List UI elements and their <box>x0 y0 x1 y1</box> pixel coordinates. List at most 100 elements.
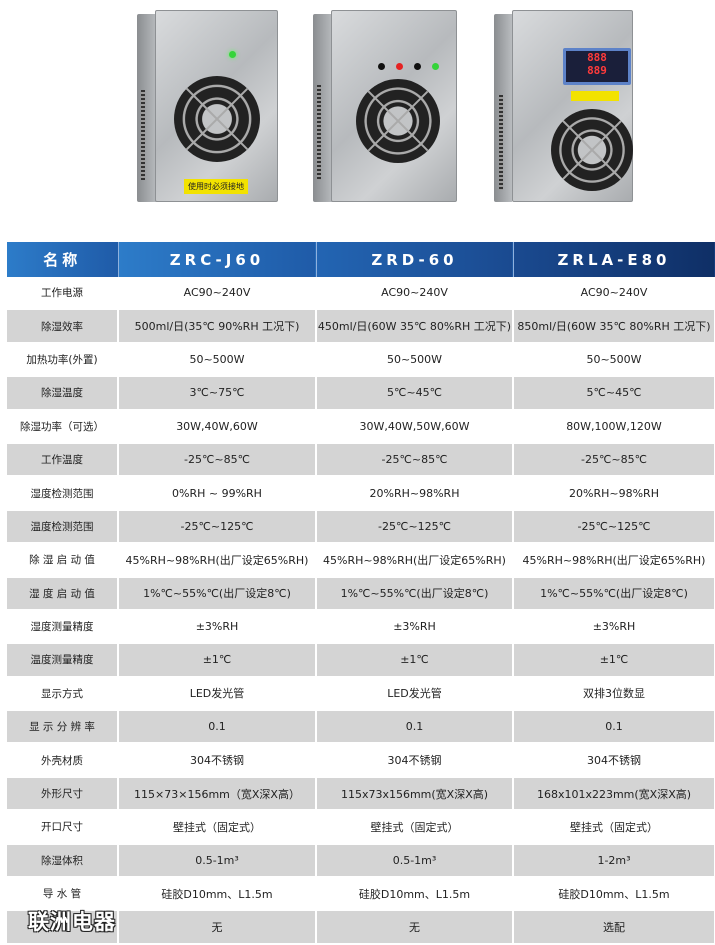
table-row: 湿度测量精度 ±3%RH ±3%RH ±3%RH <box>7 609 715 645</box>
power-led-icon <box>229 51 236 58</box>
row-label: 湿度测量精度 <box>7 609 119 645</box>
cell-value: 850ml/日(60W 35℃ 80%RH 工况下) <box>513 309 715 344</box>
product-images: 使用时必须接地 888 889 <box>0 0 715 242</box>
row-label: 显示方式 <box>7 676 119 712</box>
indicator-led-icon <box>432 63 439 70</box>
cell-value: ±3%RH <box>316 609 514 645</box>
cell-value: 115x73x156mm(宽X深X高) <box>316 776 514 812</box>
cell-value: 0.1 <box>316 710 514 745</box>
cell-value: 304不锈钢 <box>118 743 317 778</box>
cell-value: 45%RH~98%RH(出厂设定65%RH) <box>316 543 514 578</box>
cell-value: 115×73×156mm（宽X深X高） <box>118 776 317 812</box>
cell-value: 20%RH~98%RH <box>316 476 514 511</box>
cell-value: 304不锈钢 <box>316 743 514 778</box>
cell-value: AC90~240V <box>316 277 514 311</box>
cell-value: AC90~240V <box>118 277 317 311</box>
row-label: 加热功率(外置) <box>7 342 119 378</box>
row-label: 外形尺寸 <box>7 776 119 812</box>
table-row: 工作温度 -25℃~85℃ -25℃~85℃ -25℃~85℃ <box>7 442 715 478</box>
cell-value: -25℃~125℃ <box>118 509 317 545</box>
row-label: 除湿体积 <box>7 843 119 879</box>
table-row: 工作电源 AC90~240V AC90~240V AC90~240V <box>7 277 715 311</box>
fan-grille-icon <box>551 109 633 191</box>
cell-value: ±1℃ <box>316 643 514 678</box>
cell-value: 无 <box>316 910 514 945</box>
cell-value: 双排3位数显 <box>513 676 715 712</box>
table-row: 导 水 管硅胶D10mm、L1.5m 硅胶D10mm、L1.5m 硅胶D10mm、L… <box>7 877 715 912</box>
cell-value: 20%RH~98%RH <box>513 476 715 511</box>
table-row: 外壳材质 304不锈钢 304不锈钢 304不锈钢 <box>7 743 715 778</box>
row-label: 工作电源 <box>7 277 119 311</box>
cell-value: -25℃~125℃ <box>513 509 715 545</box>
digital-display: 888 889 <box>563 48 631 85</box>
table-header: 名称 ZRC-J60 ZRD-60 ZRLA-E80 <box>7 242 715 277</box>
header-model: ZRD-60 <box>316 242 514 277</box>
row-label: 温度测量精度 <box>7 643 119 678</box>
table-row: 温度检测范围 -25℃~125℃ -25℃~125℃ -25℃~125℃ <box>7 509 715 545</box>
cell-value: 0.1 <box>513 710 715 745</box>
cell-value: 1%℃~55%℃(出厂设定8℃) <box>316 576 514 611</box>
table-row: 显示方式 LED发光管 LED发光管 双排3位数显 <box>7 676 715 712</box>
row-label: 除湿效率 <box>7 309 119 344</box>
header-model: ZRLA-E80 <box>513 242 715 277</box>
cell-value: LED发光管 <box>118 676 317 712</box>
cell-value: LED发光管 <box>316 676 514 712</box>
cell-value: 50~500W <box>316 342 514 378</box>
table-row: 湿度检测范围 0%RH ~ 99%RH 20%RH~98%RH 20%RH~98%RH <box>7 476 715 511</box>
product-image-zrla-e80: 888 889 <box>494 10 633 202</box>
header-model: ZRC-J60 <box>118 242 317 277</box>
cell-value: 50~500W <box>118 342 317 378</box>
cell-value: 壁挂式（固定式） <box>316 810 514 845</box>
table-row: 外形尺寸 115×73×156mm（宽X深X高） 115x73x156mm(宽X深X… <box>7 776 715 812</box>
cell-value: 30W,40W,50W,60W <box>316 409 514 444</box>
indicator-led-icon <box>396 63 403 70</box>
product-image-zrd-60 <box>313 10 457 202</box>
table-row: 除 湿 启 动 值 45%RH~98%RH(出厂设定65%RH) 45%RH~98%… <box>7 543 715 578</box>
cell-value: 无 <box>118 910 317 945</box>
cell-value: 450ml/日(60W 35℃ 80%RH 工况下) <box>316 309 514 344</box>
cell-value: 0.5-1m³ <box>118 843 317 879</box>
row-label: 导 水 管 <box>7 877 119 912</box>
row-label: 显 示 分 辨 率 <box>7 710 119 745</box>
cell-value: 壁挂式（固定式） <box>513 810 715 845</box>
watermark: 联洲电器 <box>28 910 116 934</box>
cell-value: 0.5-1m³ <box>316 843 514 879</box>
product-image-zrc-j60: 使用时必须接地 <box>137 10 278 202</box>
cell-value: 1-2m³ <box>513 843 715 879</box>
row-label: 除湿功率（可选） <box>7 409 119 444</box>
cell-value: 硅胶D10mm、L1.5m <box>513 877 715 912</box>
spec-comparison-table: 名称 ZRC-J60 ZRD-60 ZRLA-E80 工作电源 AC90~240V… <box>7 242 715 945</box>
table-row: 除湿体积 0.5-1m³ 0.5-1m³ 1-2m³ <box>7 843 715 879</box>
table-row: 加热功率(外置) 50~500W 50~500W 50~500W <box>7 342 715 378</box>
cell-value: 50~500W <box>513 342 715 378</box>
warning-label <box>571 91 619 101</box>
table-row: 开口尺寸 壁挂式（固定式） 壁挂式（固定式） 壁挂式（固定式） <box>7 810 715 845</box>
cell-value: ±1℃ <box>118 643 317 678</box>
cell-value: ±3%RH <box>118 609 317 645</box>
cell-value: 1%℃~55%℃(出厂设定8℃) <box>513 576 715 611</box>
cell-value: 304不锈钢 <box>513 743 715 778</box>
cell-value: 选配 <box>513 910 715 945</box>
cell-value: 5℃~45℃ <box>513 376 715 411</box>
cell-value: -25℃~85℃ <box>118 442 317 478</box>
cell-value: 3℃~75℃ <box>118 376 317 411</box>
table-row: 显 示 分 辨 率 0.1 0.1 0.1 <box>7 710 715 745</box>
row-label: 除湿温度 <box>7 376 119 411</box>
ground-warning-label: 使用时必须接地 <box>184 179 248 194</box>
cell-value: -25℃~85℃ <box>513 442 715 478</box>
indicator-led-icon <box>378 63 385 70</box>
cell-value: AC90~240V <box>513 277 715 311</box>
row-label: 工作温度 <box>7 442 119 478</box>
row-label <box>7 910 119 945</box>
cell-value: 168x101x223mm(宽X深X高) <box>513 776 715 812</box>
cell-value: 45%RH~98%RH(出厂设定65%RH) <box>118 543 317 578</box>
table-row: 温度测量精度 ±1℃ ±1℃ ±1℃ <box>7 643 715 678</box>
row-label: 温度检测范围 <box>7 509 119 545</box>
cell-value: 0%RH ~ 99%RH <box>118 476 317 511</box>
cell-value: 0.1 <box>118 710 317 745</box>
cell-value: ±1℃ <box>513 643 715 678</box>
cell-value: 5℃~45℃ <box>316 376 514 411</box>
header-name: 名称 <box>7 242 119 277</box>
cell-value: -25℃~85℃ <box>316 442 514 478</box>
cell-value: 45%RH~98%RH(出厂设定65%RH) <box>513 543 715 578</box>
